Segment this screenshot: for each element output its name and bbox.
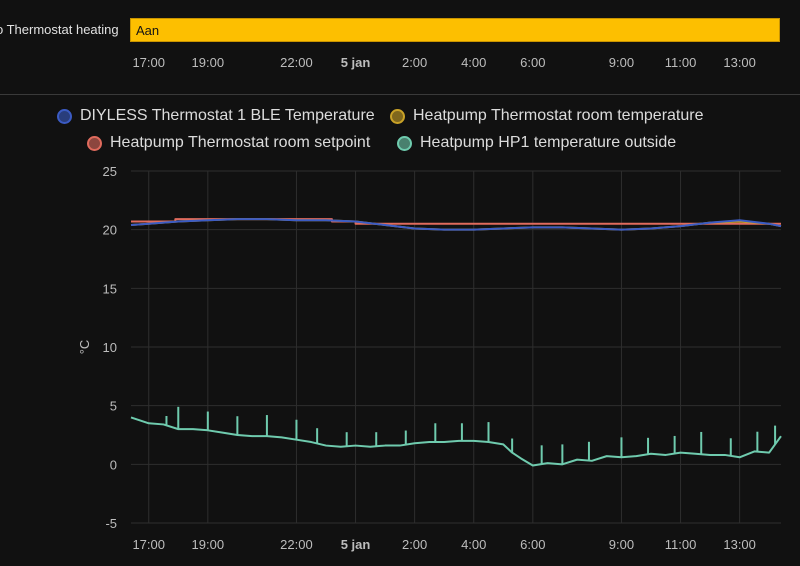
timeline-state-bar[interactable]: Aan: [130, 18, 780, 42]
legend-item-room-temperature[interactable]: Heatpump Thermostat room temperature: [390, 107, 704, 125]
y-axis-label: °C: [77, 340, 92, 355]
timeline-x-tick-label: 11:00: [665, 55, 697, 70]
legend-label: Heatpump Thermostat room temperature: [413, 107, 704, 124]
series-line-heatpump-thermostat-room-temperature[interactable]: [130, 218, 782, 231]
y-tick-label: 0: [110, 457, 117, 472]
legend-item-room-setpoint[interactable]: Heatpump Thermostat room setpoint: [87, 134, 370, 152]
x-tick-label: 19:00: [192, 537, 225, 552]
timeline-x-tick-label: 6:00: [520, 55, 545, 70]
legend-dot-icon: [397, 135, 412, 151]
x-tick-label: 2:00: [402, 537, 427, 552]
timeline-chart: o Thermostat heating Aan 17:00 19:00 22:00…: [0, 0, 800, 95]
timeline-x-tick-label: 13:00: [723, 55, 756, 70]
timeline-x-tick-label: 19:00: [192, 55, 225, 70]
series-line-heatpump-thermostat-room-setpoint[interactable]: [131, 218, 781, 225]
y-tick-label: -5: [105, 516, 117, 531]
timeline-x-tick-label: 9:00: [609, 55, 634, 70]
timeline-x-axis: 17:00 19:00 22:00 5 jan 2:00 4:00 6:00 9:00 11:0…: [132, 55, 756, 70]
timeline-x-tick-label: 2:00: [402, 55, 427, 70]
x-tick-label: 4:00: [461, 537, 486, 552]
chart-legend: DIYLESS Thermostat 1 BLE Temperature Hea…: [0, 100, 800, 160]
x-tick-label: 22:00: [280, 537, 313, 552]
timeline-entity-label: o Thermostat heating: [0, 22, 119, 37]
timeline-state-label: Aan: [136, 23, 160, 38]
x-tick-label: 11:00: [665, 537, 697, 552]
card-divider: [0, 94, 800, 95]
legend-item-diyless[interactable]: DIYLESS Thermostat 1 BLE Temperature: [57, 107, 375, 125]
legend-label: DIYLESS Thermostat 1 BLE Temperature: [80, 107, 375, 124]
x-tick-label: 5 jan: [341, 537, 371, 552]
y-tick-label: 20: [103, 223, 117, 238]
timeline-x-tick-label: 4:00: [461, 55, 486, 70]
legend-dot-icon: [87, 135, 102, 151]
y-tick-label: 10: [103, 340, 117, 355]
x-tick-label: 9:00: [609, 537, 634, 552]
legend-label: Heatpump Thermostat room setpoint: [110, 134, 371, 151]
legend-dot-icon: [57, 108, 72, 124]
timeline-x-tick-label: 5 jan: [341, 55, 371, 70]
x-tick-label: 6:00: [520, 537, 545, 552]
x-tick-label: 13:00: [723, 537, 756, 552]
legend-dot-icon: [390, 108, 405, 124]
timeline-x-tick-label: 17:00: [132, 55, 165, 70]
y-tick-label: 25: [103, 164, 117, 179]
series-line-diyless-thermostat-1-ble-temperature[interactable]: [130, 218, 782, 231]
y-tick-label: 15: [103, 281, 117, 296]
timeline-x-tick-label: 22:00: [280, 55, 313, 70]
legend-item-temperature-outside[interactable]: Heatpump HP1 temperature outside: [397, 134, 676, 152]
x-tick-label: 17:00: [132, 537, 165, 552]
y-tick-label: 5: [110, 399, 117, 414]
legend-label: Heatpump HP1 temperature outside: [420, 134, 677, 151]
series-line-heatpump-hp1-temperature-outside[interactable]: [130, 416, 782, 467]
